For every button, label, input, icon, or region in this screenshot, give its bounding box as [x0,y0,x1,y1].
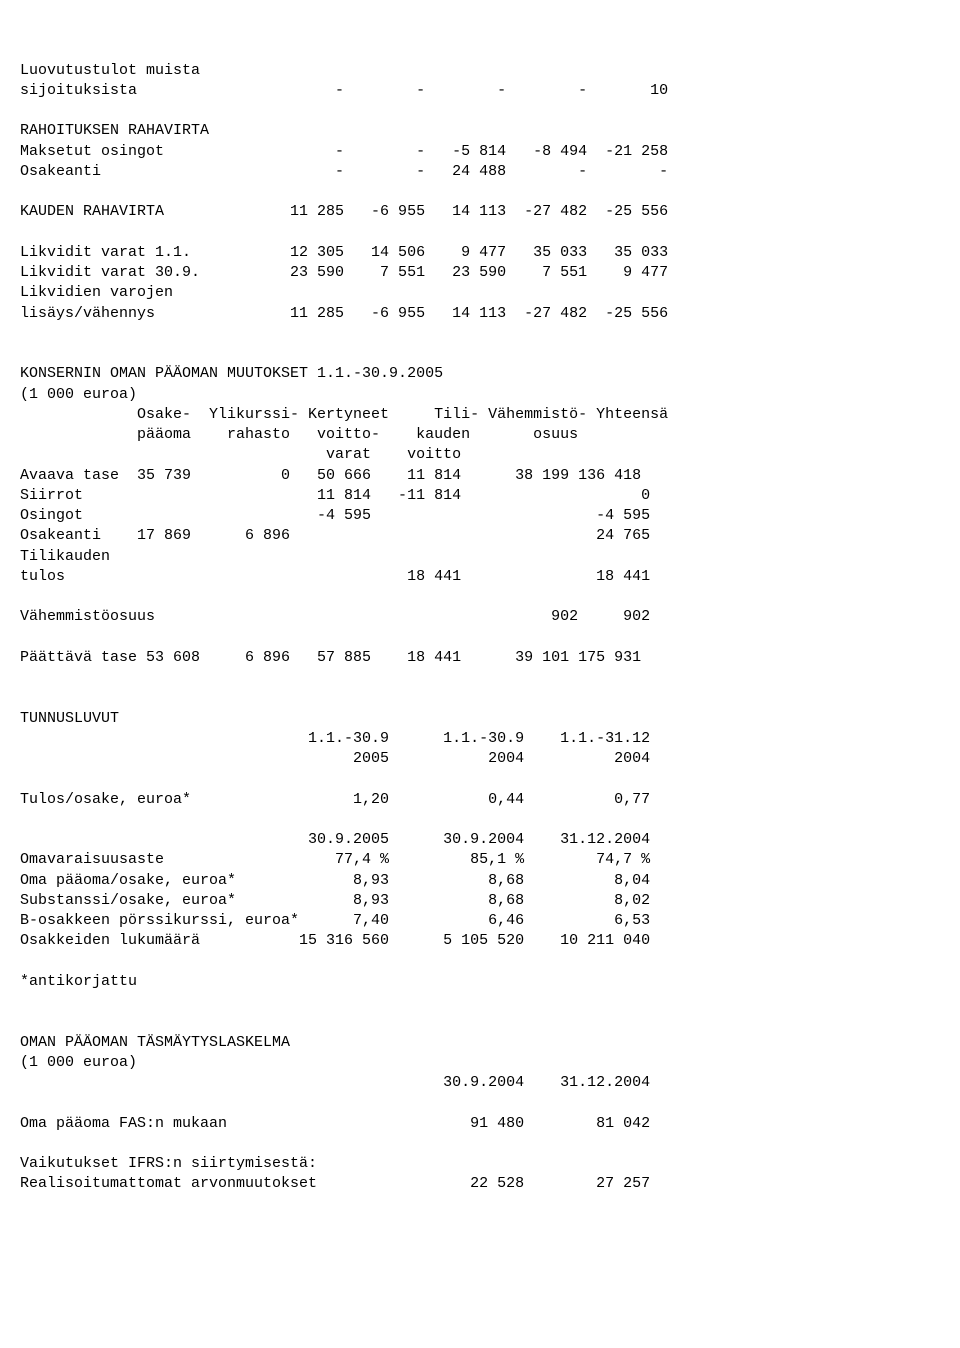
text-line: Vähemmistöosuus 902 902 [20,608,650,625]
document-body: Luovutustulot muista sijoituksista - - -… [20,61,940,1195]
text-line: Vaikutukset IFRS:n siirtymisestä: [20,1155,317,1172]
text-line: 30.9.2004 31.12.2004 [20,1074,650,1091]
text-line: (1 000 euroa) [20,386,137,403]
text-line: Maksetut osingot - - -5 814 -8 494 -21 2… [20,143,668,160]
text-line: Luovutustulot muista [20,62,200,79]
text-line: Päättävä tase 53 608 6 896 57 885 18 441… [20,649,641,666]
text-line: Likvidit varat 30.9. 23 590 7 551 23 590… [20,264,668,281]
text-line: sijoituksista - - - - 10 [20,82,668,99]
text-line: Siirrot 11 814 -11 814 0 [20,487,650,504]
text-line: Tilikauden [20,548,110,565]
text-line: Oma pääoma/osake, euroa* 8,93 8,68 8,04 [20,872,650,889]
text-line: Realisoitumattomat arvonmuutokset 22 528… [20,1175,650,1192]
text-line: 30.9.2005 30.9.2004 31.12.2004 [20,831,650,848]
text-line: Osakkeiden lukumäärä 15 316 560 5 105 52… [20,932,650,949]
text-line: Substanssi/osake, euroa* 8,93 8,68 8,02 [20,892,650,909]
text-line: Oma pääoma FAS:n mukaan 91 480 81 042 [20,1115,650,1132]
text-line: RAHOITUKSEN RAHAVIRTA [20,122,209,139]
text-line: Osingot -4 595 -4 595 [20,507,650,524]
text-line: KONSERNIN OMAN PÄÄOMAN MUUTOKSET 1.1.-30… [20,365,443,382]
text-line: TUNNUSLUVUT [20,710,119,727]
text-line: pääoma rahasto voitto- kauden osuus [20,426,578,443]
text-line: tulos 18 441 18 441 [20,568,650,585]
text-line: Avaava tase 35 739 0 50 666 11 814 38 19… [20,467,641,484]
text-line: (1 000 euroa) [20,1054,137,1071]
text-line: 1.1.-30.9 1.1.-30.9 1.1.-31.12 [20,730,650,747]
text-line: B-osakkeen pörssikurssi, euroa* 7,40 6,4… [20,912,650,929]
text-line: Likvidit varat 1.1. 12 305 14 506 9 477 … [20,244,668,261]
text-line: Likvidien varojen [20,284,173,301]
text-line: KAUDEN RAHAVIRTA 11 285 -6 955 14 113 -2… [20,203,668,220]
text-line: lisäys/vähennys 11 285 -6 955 14 113 -27… [20,305,668,322]
text-line: OMAN PÄÄOMAN TÄSMÄYTYSLASKELMA [20,1034,290,1051]
text-line: Omavaraisuusaste 77,4 % 85,1 % 74,7 % [20,851,650,868]
text-line: Osakeanti - - 24 488 - - [20,163,668,180]
text-line: Osakeanti 17 869 6 896 24 765 [20,527,650,544]
text-line: varat voitto [20,446,461,463]
text-line: Tulos/osake, euroa* 1,20 0,44 0,77 [20,791,650,808]
text-line: 2005 2004 2004 [20,750,650,767]
text-line: *antikorjattu [20,973,137,990]
text-line: Osake- Ylikurssi- Kertyneet Tili- Vähemm… [20,406,668,423]
